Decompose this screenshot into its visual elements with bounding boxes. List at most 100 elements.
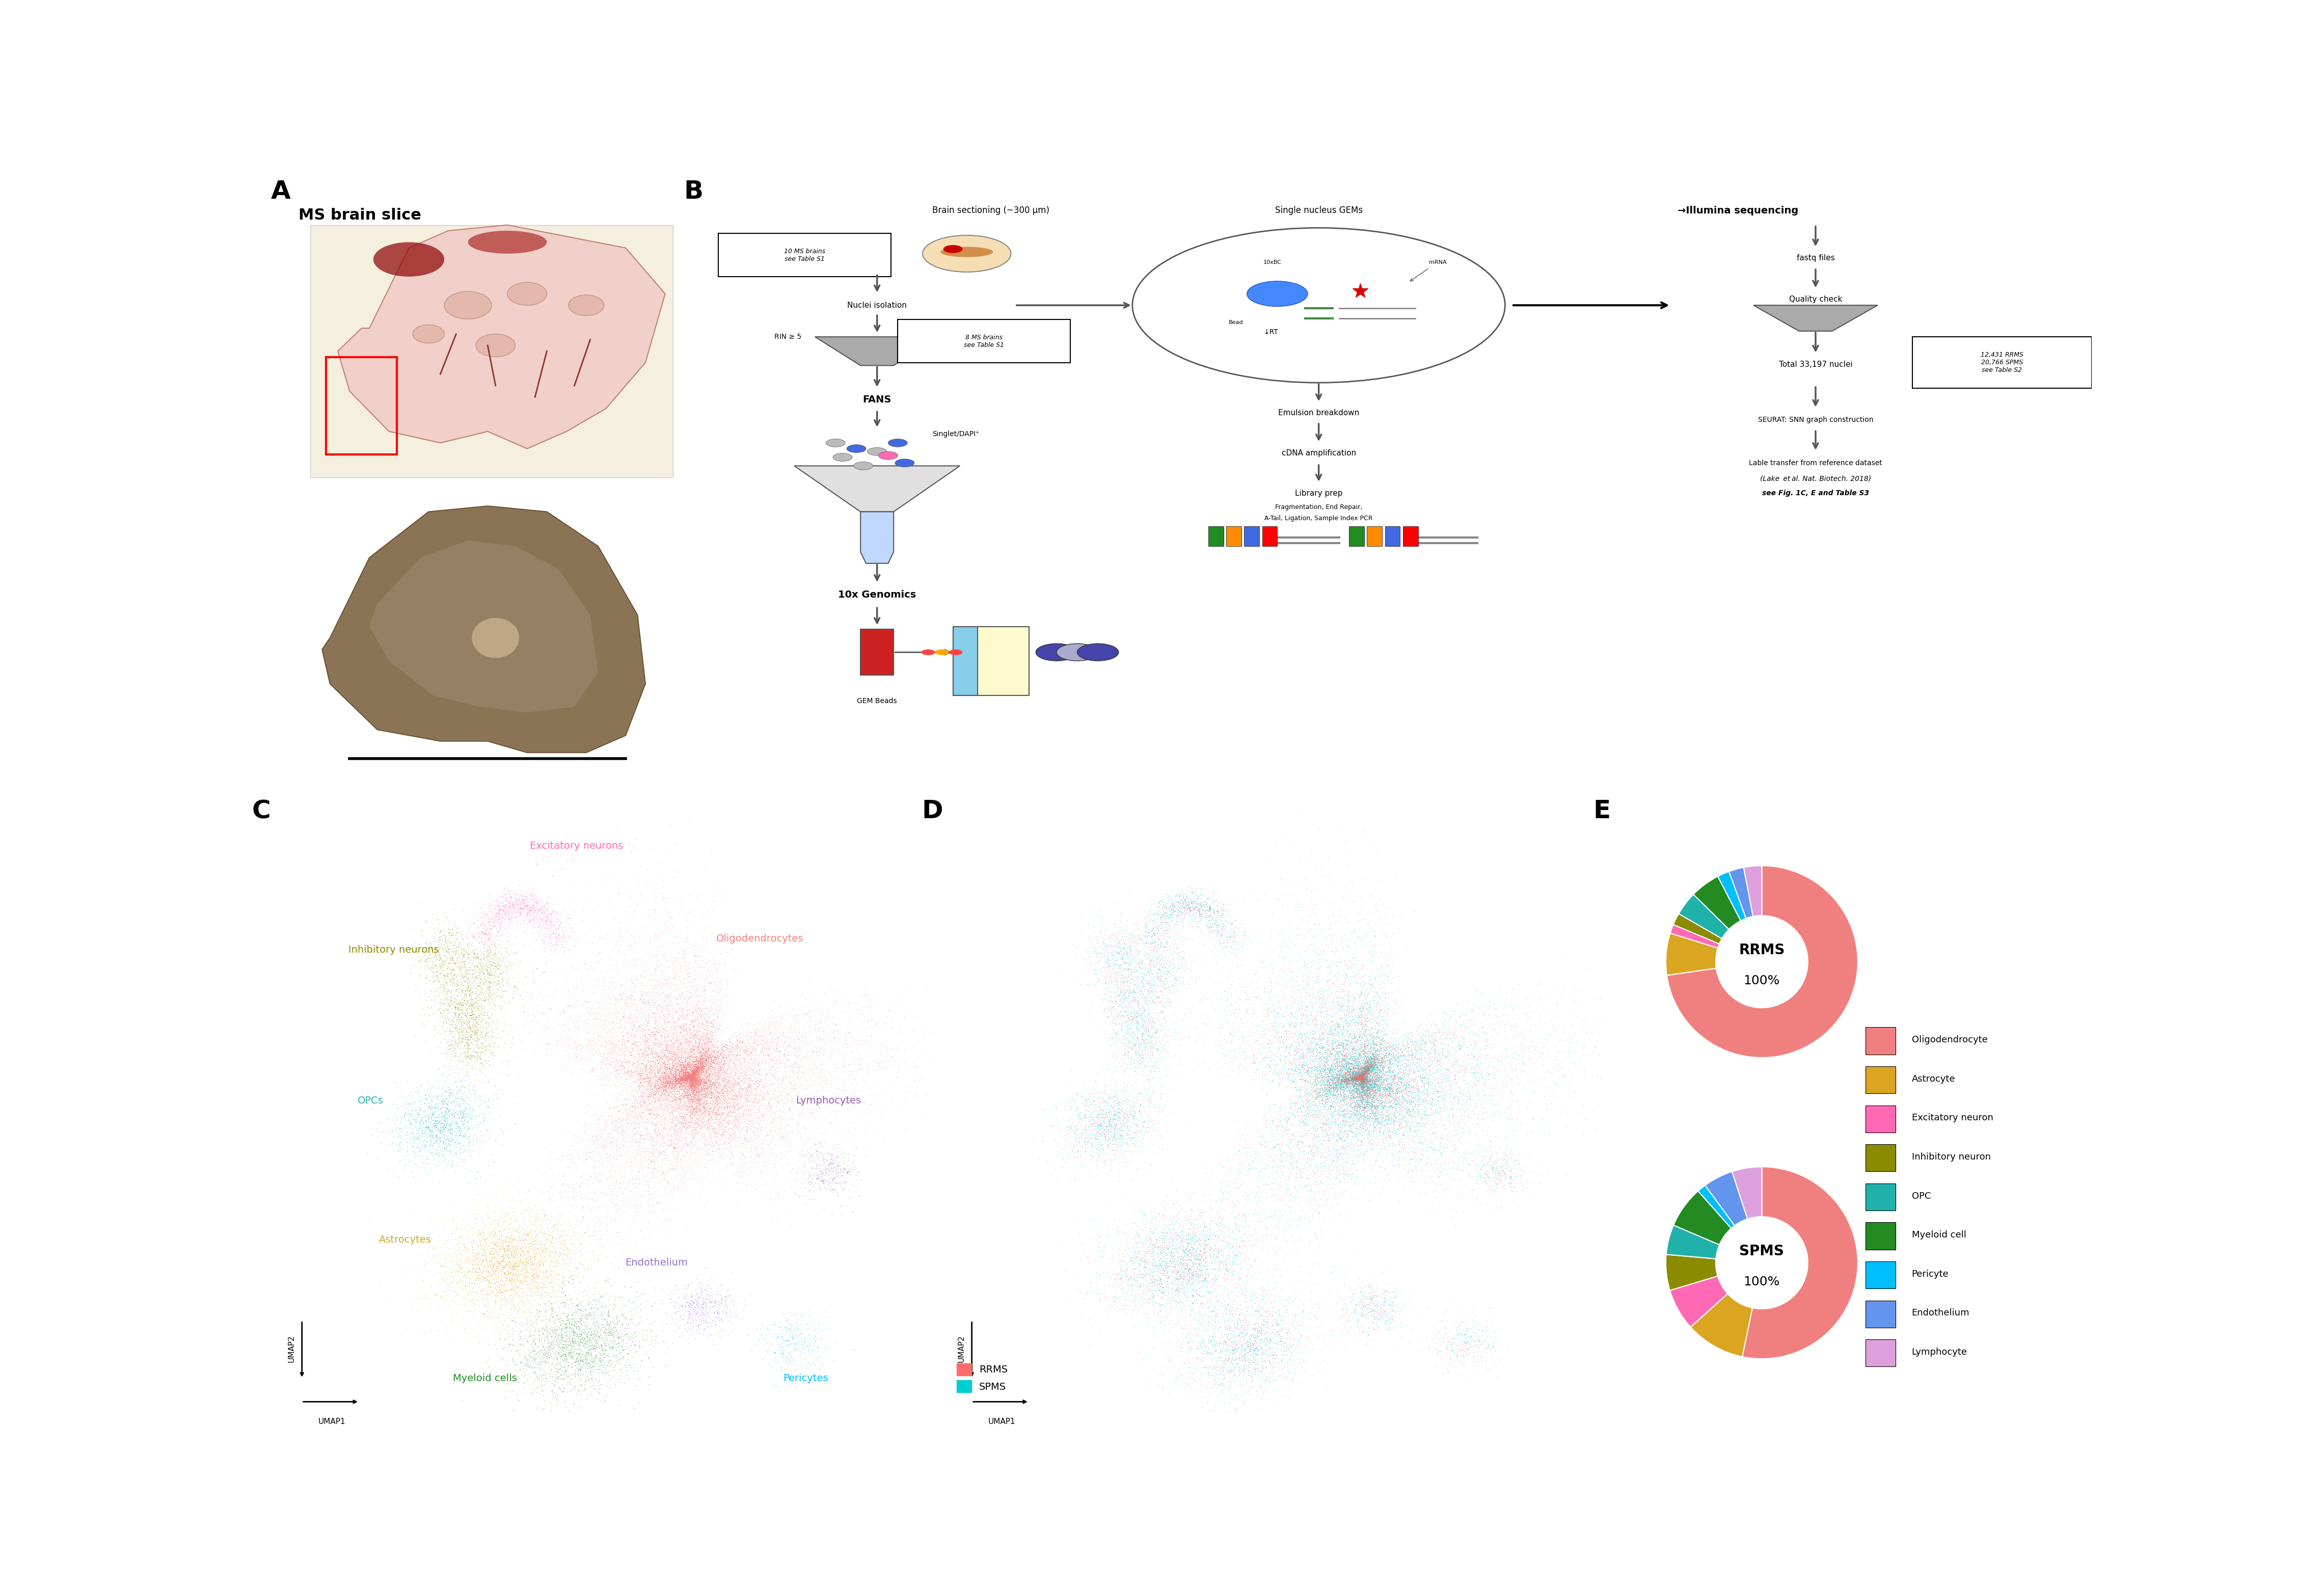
Point (1387, 1073, 1425, 1099)
Point (1236, 1331, 1274, 1356)
Point (1174, 913, 1211, 939)
Point (1318, 1099, 1355, 1124)
Point (469, 1197, 507, 1223)
Point (409, 1145, 446, 1170)
Point (702, 1116, 739, 1142)
Point (1343, 1066, 1380, 1091)
Point (1085, 1243, 1122, 1269)
Point (1064, 1120, 1102, 1145)
Point (1350, 1051, 1387, 1077)
Point (621, 1059, 658, 1085)
Point (1304, 1088, 1341, 1113)
Point (1397, 1153, 1434, 1178)
Point (1157, 966, 1195, 991)
Point (702, 1048, 739, 1073)
Point (532, 1253, 569, 1278)
Point (669, 1066, 706, 1091)
Point (672, 1066, 709, 1091)
Point (1232, 1302, 1269, 1328)
Point (623, 981, 660, 1007)
Point (583, 1061, 621, 1086)
Point (502, 899, 539, 924)
Point (1336, 1064, 1373, 1089)
Point (481, 973, 518, 999)
Point (435, 1288, 472, 1313)
Point (653, 1073, 690, 1099)
Point (630, 1002, 667, 1027)
Point (711, 1056, 748, 1081)
Point (1164, 1218, 1202, 1243)
Point (655, 1045, 693, 1070)
Point (669, 1078, 706, 1104)
Point (1206, 1347, 1243, 1372)
Point (1174, 1272, 1211, 1297)
Point (741, 1078, 779, 1104)
Point (1339, 1066, 1376, 1091)
Point (1336, 1069, 1373, 1094)
Point (432, 897, 469, 923)
Point (462, 1247, 500, 1272)
Point (479, 910, 516, 935)
Point (1341, 1042, 1378, 1067)
Point (597, 988, 634, 1013)
Point (1373, 1040, 1411, 1066)
Point (676, 1073, 713, 1099)
Point (706, 1077, 744, 1102)
Point (641, 1062, 679, 1088)
Point (1109, 942, 1146, 967)
Point (1181, 1202, 1218, 1228)
Point (1441, 1337, 1478, 1363)
Point (476, 1234, 514, 1259)
Point (1334, 1072, 1371, 1097)
Point (1188, 1336, 1225, 1361)
Point (1334, 1100, 1371, 1126)
Point (1325, 1075, 1362, 1100)
Point (679, 1048, 716, 1073)
Point (1090, 1086, 1127, 1112)
Point (1385, 1137, 1422, 1162)
Point (446, 964, 483, 989)
Point (1169, 1221, 1206, 1247)
Point (665, 1064, 702, 1089)
Point (665, 1156, 702, 1181)
Point (669, 1064, 706, 1089)
Point (1355, 1075, 1392, 1100)
Point (637, 1112, 674, 1137)
Point (704, 1061, 741, 1086)
Point (1113, 1094, 1150, 1120)
Point (662, 1158, 700, 1183)
Point (672, 1066, 709, 1091)
Point (1492, 1166, 1529, 1191)
Point (751, 1089, 788, 1115)
Point (1343, 1064, 1380, 1089)
Point (423, 954, 460, 980)
Point (695, 1043, 732, 1069)
Point (739, 1115, 776, 1140)
Point (681, 1081, 718, 1107)
Point (530, 1253, 567, 1278)
Point (655, 1045, 693, 1070)
Point (1336, 1073, 1373, 1099)
Point (632, 1148, 669, 1174)
Point (1178, 897, 1215, 923)
Point (651, 1077, 688, 1102)
Point (686, 1102, 723, 1127)
Point (669, 1077, 706, 1102)
Point (1225, 1202, 1262, 1228)
Point (481, 1285, 518, 1310)
Point (1150, 1002, 1188, 1027)
Point (1378, 1294, 1415, 1320)
Point (1413, 1080, 1450, 1105)
Point (476, 1127, 514, 1153)
Point (1253, 978, 1290, 1004)
Point (1348, 1053, 1385, 1078)
Point (813, 1091, 851, 1116)
Point (686, 1005, 723, 1031)
Point (569, 1216, 607, 1242)
Point (732, 1061, 769, 1086)
Point (646, 1059, 683, 1085)
Point (1111, 935, 1148, 961)
Point (548, 1286, 586, 1312)
Point (658, 1013, 695, 1039)
Point (660, 1110, 697, 1135)
